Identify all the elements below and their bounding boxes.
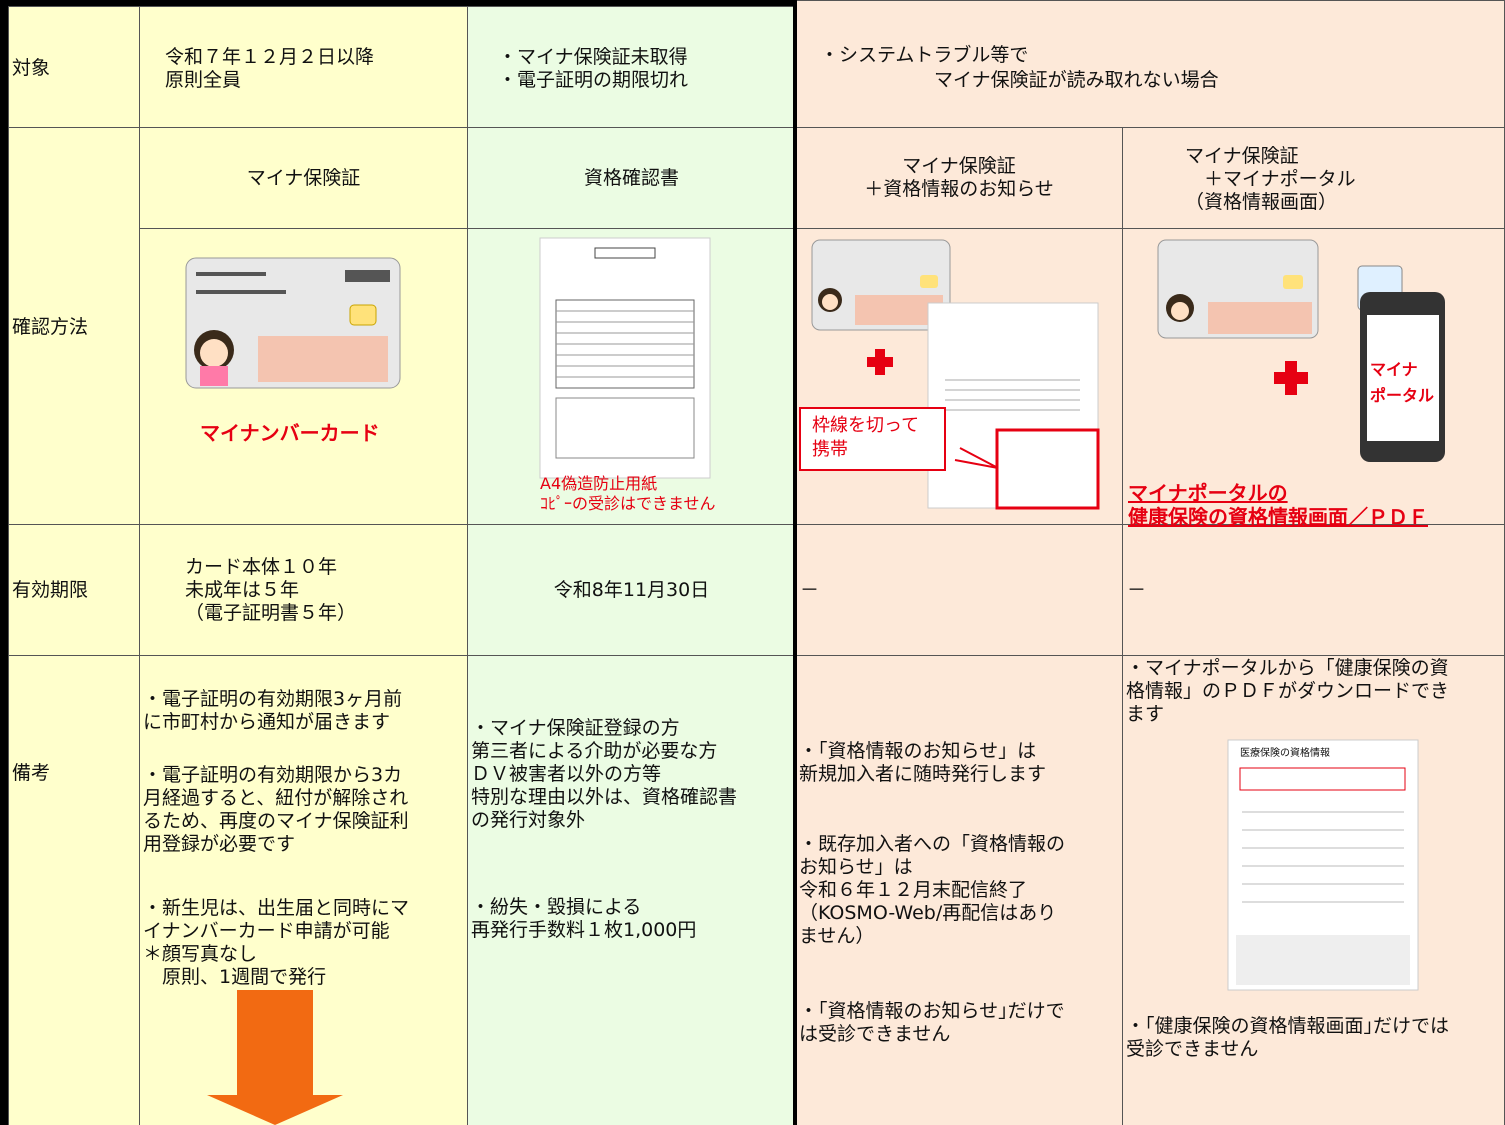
down-arrow xyxy=(207,990,343,1125)
card-image xyxy=(799,239,1100,510)
row-header: 対象 xyxy=(12,57,51,79)
cell xyxy=(1122,127,1505,229)
note: ・新生児は、出生届と同時にマ イナンバーカード申請が可能 ＊顔写真なし 原則、1… xyxy=(143,897,410,988)
method: マイナ保険証 xyxy=(246,167,361,189)
cell xyxy=(8,655,140,1125)
portal-image xyxy=(1157,239,1445,991)
cell xyxy=(467,524,796,656)
cell xyxy=(795,524,1123,656)
caption: 枠線を切って 携帯 xyxy=(812,415,920,460)
target: ・マイナ保険証未取得 ・電子証明の期限切れ xyxy=(498,46,689,91)
border xyxy=(0,0,797,6)
row-header: 有効期限 xyxy=(12,579,89,601)
cell xyxy=(139,127,468,229)
cell xyxy=(795,0,1505,128)
validity: カード本体１０年 未成年は５年 （電子証明書５年） xyxy=(185,556,357,624)
target: ・システムトラブル等で マイナ保険証が読み取れない場合 xyxy=(820,44,1219,91)
note: ・電子証明の有効期限3ヶ月前 に市町村から通知が届きます xyxy=(143,688,403,733)
caption: A4偽造防止用紙 xyxy=(540,474,658,493)
validity: － xyxy=(800,579,820,601)
cell xyxy=(139,524,468,656)
cell xyxy=(795,127,1123,229)
note: ・｢資格情報のお知らせ｣だけで は受診できません xyxy=(799,1000,1065,1045)
cell xyxy=(8,127,140,525)
method: マイナ保険証 ＋マイナポータル （資格情報画面） xyxy=(1185,145,1356,213)
note: ・｢健康保険の資格情報画面｣だけでは 受診できません xyxy=(1126,1015,1450,1060)
note: ・電子証明の有効期限から3カ 月経過すると、紐付が解除され るため、再度のマイナ… xyxy=(143,764,409,855)
border xyxy=(0,0,8,1125)
method: マイナ保険証 ＋資格情報のお知らせ xyxy=(864,155,1054,200)
validity: － xyxy=(1127,579,1147,601)
method: 資格確認書 xyxy=(583,167,679,189)
cell xyxy=(1122,524,1505,656)
cell xyxy=(795,655,1123,1125)
cell xyxy=(467,655,796,1125)
cell xyxy=(139,6,468,128)
row-header: 備考 xyxy=(12,762,51,784)
row-header: 確認方法 xyxy=(12,316,89,338)
certificate-image xyxy=(539,237,711,479)
note: ・マイナポータルから「健康保険の資 格情報」のＰＤＦがダウンロードでき ます xyxy=(1126,657,1450,725)
note: ・「資格情報のお知らせ」は 新規加入者に随時発行します xyxy=(799,740,1047,785)
note: ・既存加入者への「資格情報の お知らせ」は 令和６年１２月末配信終了 （KOSM… xyxy=(799,833,1066,947)
caption: マイナポータルの 健康保険の資格情報画面／ＰＤＦ xyxy=(1128,481,1428,529)
cell xyxy=(8,6,140,128)
validity: 令和8年11月30日 xyxy=(553,579,710,601)
border xyxy=(793,0,797,1125)
caption: マイナンバーカード xyxy=(200,421,380,445)
card-image xyxy=(185,257,401,389)
note: ・マイナ保険証登録の方 第三者による介助が必要な方 ＤＶ被害者以外の方等 特別な… xyxy=(471,717,738,831)
target: 令和７年１２月２日以降 原則全員 xyxy=(165,46,375,91)
note: ・紛失・毀損による 再発行手数料１枚1,000円 xyxy=(471,896,697,941)
caption: マイナ ポータル xyxy=(1370,360,1435,405)
caption: ｺﾋﾟｰの受診はできません xyxy=(540,494,716,513)
caption: 医療保険の資格情報 xyxy=(1240,748,1330,759)
cell xyxy=(467,127,796,229)
